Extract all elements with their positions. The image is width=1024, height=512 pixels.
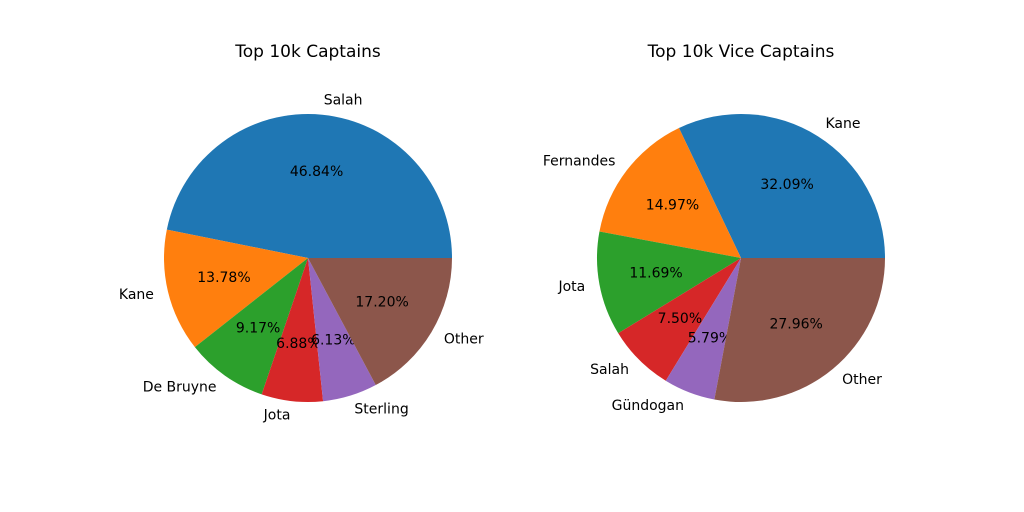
captains-pie: Salah 46.84% Kane 13.78% De Bruyne 9.17% Jota 6…	[119, 42, 484, 423]
vice-captains-pie: Kane 32.09% Fernandes 14.97% Jota 11.69% Salah…	[543, 42, 885, 414]
slice-label-salah: Salah	[590, 362, 629, 378]
pie-slice-kane	[164, 229, 308, 348]
slice-percent-gundogan: 5.79%	[688, 331, 732, 347]
chart-title: Top 10k Captains	[234, 42, 381, 62]
slice-label-fernandes: Fernandes	[543, 154, 616, 170]
slice-percent-salah: 46.84%	[290, 164, 343, 180]
slice-label-de-bruyne: De Bruyne	[143, 379, 217, 395]
slice-label-gundogan: Gündogan	[612, 398, 684, 414]
pie-slice-salah	[166, 114, 452, 258]
slice-percent-fernandes: 14.97%	[646, 197, 699, 213]
chart-title: Top 10k Vice Captains	[647, 42, 835, 62]
slice-percent-other: 17.20%	[355, 294, 408, 310]
slice-percent-de-bruyne: 9.17%	[236, 321, 280, 337]
slice-label-kane: Kane	[826, 116, 861, 132]
pie-slice-other	[308, 258, 452, 386]
slice-percent-kane: 13.78%	[197, 270, 250, 286]
slice-label-other: Other	[842, 372, 882, 388]
slice-percent-other: 27.96%	[769, 317, 822, 333]
slice-label-jota: Jota	[557, 279, 585, 295]
slice-percent-kane: 32.09%	[760, 177, 813, 193]
pie-slice-salah	[618, 258, 741, 381]
slice-label-jota: Jota	[263, 407, 291, 423]
pie-slice-de-bruyne	[194, 258, 308, 395]
slice-label-other: Other	[444, 331, 484, 347]
slice-label-kane: Kane	[119, 287, 154, 303]
pie-slice-fernandes	[599, 128, 741, 258]
pie-slice-jota	[596, 231, 741, 334]
slice-percent-salah: 7.50%	[658, 311, 702, 327]
pie-slice-sterling	[308, 258, 376, 402]
pie-slice-other	[714, 258, 885, 403]
pie-slice-kane	[678, 113, 885, 258]
slice-percent-jota: 11.69%	[629, 266, 682, 282]
slice-percent-sterling: 6.13%	[311, 333, 355, 349]
pie-slice-jota	[261, 258, 324, 403]
slice-label-sterling: Sterling	[354, 401, 408, 417]
slice-percent-jota: 6.88%	[276, 336, 320, 352]
pie-slice-gundogan	[665, 258, 741, 400]
slice-label-salah: Salah	[324, 92, 363, 108]
